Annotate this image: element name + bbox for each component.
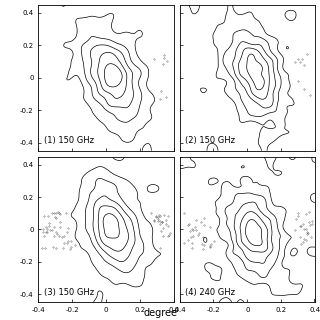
Text: (3) 150 GHz: (3) 150 GHz — [44, 288, 94, 297]
Text: (4) 240 GHz: (4) 240 GHz — [185, 288, 235, 297]
Text: (2) 150 GHz: (2) 150 GHz — [185, 136, 235, 145]
Text: degree: degree — [143, 308, 177, 318]
Text: (1) 150 GHz: (1) 150 GHz — [44, 136, 94, 145]
